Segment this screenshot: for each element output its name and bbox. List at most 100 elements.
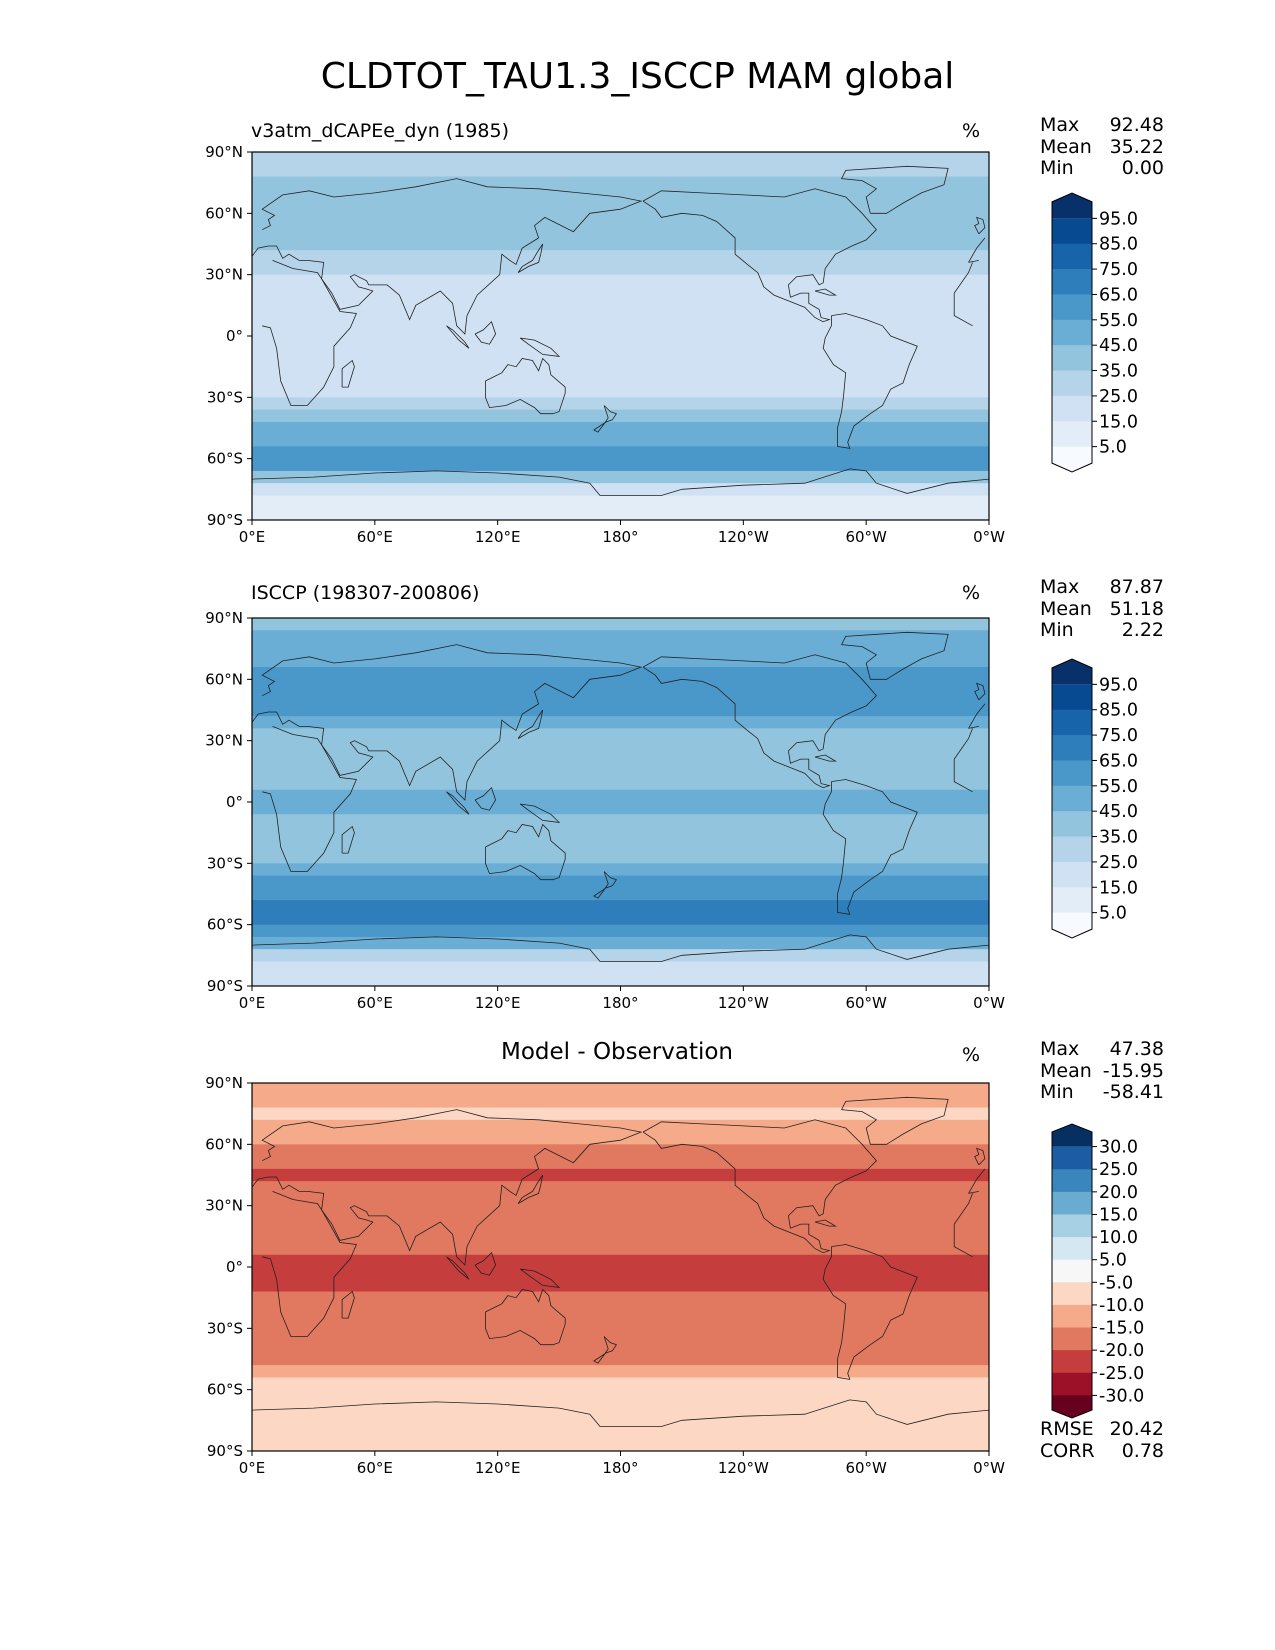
- colorbar-3-segment: [1052, 1124, 1092, 1147]
- x-tick-label: 180°: [602, 528, 638, 546]
- map-panel-3-band: [252, 1340, 989, 1354]
- colorbar-tick-label: 45.0: [1099, 336, 1138, 356]
- coastline-cuba: [814, 1219, 837, 1227]
- colorbar-3-segment: [1052, 1191, 1092, 1215]
- x-tick-label: 0°E: [239, 994, 266, 1012]
- map-panel-1-band: [252, 470, 989, 484]
- coastline-newzealand: [593, 1336, 618, 1364]
- colorbar-tick-label: 55.0: [1099, 777, 1138, 797]
- coastline-southamerica: [822, 1244, 918, 1380]
- colorbar-3-segment: [1052, 1237, 1092, 1261]
- map-panel-1-band: [252, 360, 989, 374]
- map-panel-2-band: [252, 826, 989, 840]
- coastline-greenland: [840, 1096, 949, 1145]
- map-panel-1-band: [252, 348, 989, 362]
- map-panel-3-band: [252, 1352, 989, 1366]
- map-panel-2-band: [252, 924, 989, 938]
- coastline-greenland: [840, 631, 949, 680]
- y-tick-label: 90°N: [205, 1074, 243, 1092]
- coastline-britain: [974, 682, 986, 701]
- map-panel-2-field: [252, 618, 989, 986]
- colorbar-3-segment: [1052, 1327, 1092, 1351]
- colorbar-2-segment: [1052, 912, 1092, 938]
- colorbar-1-segment: [1052, 421, 1092, 448]
- colorbar-tick-label: 25.0: [1099, 387, 1138, 407]
- map-panel-1-band: [252, 213, 989, 227]
- colorbar-tick-label: 20.0: [1099, 1183, 1138, 1203]
- map-panel-2-band: [252, 752, 989, 766]
- colorbar-2-outline: [1051, 658, 1093, 939]
- coastline-cuba: [814, 754, 837, 762]
- colorbar-3-segment: [1052, 1146, 1092, 1170]
- colorbar-tick-label: -25.0: [1099, 1364, 1144, 1384]
- colorbar-1-segment: [1052, 243, 1092, 270]
- x-tick-label: 0°E: [239, 528, 266, 546]
- map-panel-3-band: [252, 1401, 989, 1415]
- x-tick-label: 60°W: [845, 994, 887, 1012]
- map-panel-3-band: [252, 1242, 989, 1256]
- colorbar-1-segment: [1052, 319, 1092, 346]
- colorbar-tick-label: 25.0: [1099, 853, 1138, 873]
- colorbar-tick-label: 55.0: [1099, 311, 1138, 331]
- map-panel-2-band: [252, 716, 989, 729]
- colorbar-2-segment: [1052, 659, 1092, 685]
- coastline-africa: [262, 260, 973, 406]
- colorbar-1-outline: [1051, 192, 1093, 473]
- coastline-sumatra: [446, 325, 470, 349]
- colorbar-1-segment: [1052, 193, 1092, 219]
- colorbar-2-segment: [1052, 811, 1092, 838]
- map-panel-1-band: [252, 152, 989, 165]
- colorbar-2-segment: [1052, 684, 1092, 711]
- map-panel-1-band: [252, 323, 989, 337]
- map-panel-1-band: [252, 262, 989, 276]
- y-tick-label: 90°S: [207, 511, 243, 529]
- map-panel-2-band: [252, 740, 989, 754]
- y-tick-label: 30°S: [207, 1319, 243, 1337]
- coastline-borneo: [474, 1251, 497, 1276]
- map-panel-2-band: [252, 973, 989, 986]
- map-panel-1-band: [252, 336, 989, 349]
- x-tick-label: 120°E: [475, 528, 521, 546]
- x-tick-label: 60°E: [357, 1459, 393, 1477]
- map-panel-2-band: [252, 961, 989, 975]
- y-tick-label: 60°S: [207, 1381, 243, 1399]
- colorbar-3-segment: [1052, 1304, 1092, 1329]
- map-panel-3-band: [252, 1328, 989, 1342]
- coastline-japan: [517, 1174, 544, 1204]
- y-tick-label: 90°S: [207, 977, 243, 995]
- coastline-newguinea: [519, 803, 561, 823]
- colorbar-tick-label: 95.0: [1099, 675, 1138, 695]
- x-tick-label: 0°W: [973, 528, 1005, 546]
- map-panel-1-band: [252, 385, 989, 398]
- colorbar-2-segment: [1052, 861, 1092, 888]
- map-panel-2-band: [252, 912, 989, 926]
- map-panel-2-band: [252, 789, 989, 803]
- y-tick-label: 30°N: [205, 732, 243, 750]
- coastline-northamerica: [642, 188, 877, 323]
- colorbar-3-segment: [1052, 1169, 1092, 1193]
- map-panel-3-band: [252, 1119, 989, 1133]
- map-panel-3-band: [252, 1205, 989, 1219]
- map-panel-1-band: [252, 397, 989, 411]
- map-panel-2-band: [252, 691, 989, 705]
- map-panel-3-band: [252, 1438, 989, 1451]
- colorbar-tick-label: 65.0: [1099, 285, 1138, 305]
- map-panel-2-band: [252, 851, 989, 864]
- map-panel-1-band: [252, 507, 989, 520]
- x-tick-label: 120°E: [475, 1459, 521, 1477]
- colorbar-1-segment: [1052, 269, 1092, 295]
- map-panel-2-band: [252, 765, 989, 779]
- colorbar-1-segment: [1052, 370, 1092, 397]
- coastline-antarctica: [252, 1399, 989, 1427]
- map-panel-3-band: [252, 1144, 989, 1158]
- coastline-africa: [262, 726, 973, 872]
- colorbar-3-segment: [1052, 1214, 1092, 1238]
- colorbar-tick-label: 75.0: [1099, 726, 1138, 746]
- colorbar-tick-label: 85.0: [1099, 235, 1138, 255]
- coastline-newguinea: [519, 1268, 561, 1288]
- map-panel-3-band: [252, 1083, 989, 1096]
- map-panel-1-band: [252, 225, 989, 239]
- map-panel-1-band: [252, 311, 989, 325]
- map-panel-1-band: [252, 483, 989, 497]
